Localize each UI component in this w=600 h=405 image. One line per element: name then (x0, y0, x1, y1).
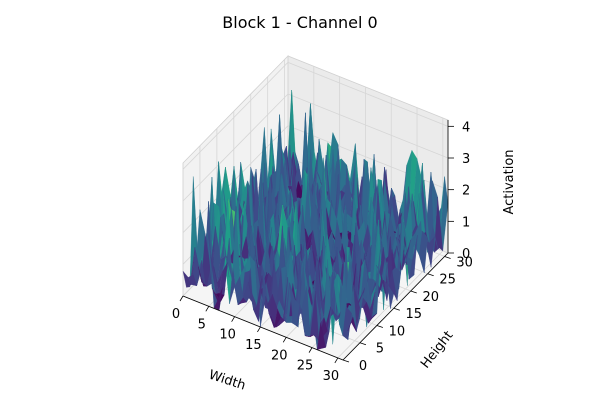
x-tick-mark (334, 357, 339, 364)
x-tick-mark (231, 316, 235, 322)
y-tick-label: 0 (359, 359, 367, 374)
x-tick-mark (205, 306, 210, 312)
surface-patch (188, 274, 197, 287)
y-tick-label: 5 (376, 342, 384, 357)
y-tick-label: 20 (422, 290, 439, 305)
z-grid-line (287, 61, 449, 127)
x-tick-label: 15 (245, 338, 262, 353)
surface-patch (237, 297, 247, 306)
surface-patch (347, 316, 357, 332)
surface-patch (378, 276, 388, 301)
y-axis-label: Height (418, 328, 456, 371)
surface-patch (425, 236, 435, 268)
surface-patch (198, 266, 208, 287)
z-grid-line (182, 62, 289, 170)
y-tick-mark (342, 359, 350, 363)
x-tick-mark (308, 347, 313, 353)
y-tick-label: 25 (439, 273, 456, 288)
y-tick-mark (444, 256, 451, 259)
z-tick-label: 4 (462, 120, 470, 135)
surface-patch (253, 275, 263, 322)
x-tick-label: 20 (271, 348, 288, 363)
surface-patch (388, 271, 398, 301)
x-axis-label: Width (207, 368, 248, 394)
z-axis-label: Activation (502, 149, 517, 214)
x-tick-mark (282, 337, 287, 343)
x-tick-label: 0 (172, 307, 180, 322)
z-tick-label: 0 (462, 247, 470, 262)
surface-patch (342, 305, 352, 340)
y-tick-mark (427, 273, 434, 277)
surface-patch (418, 230, 428, 274)
x-tick-label: 25 (297, 359, 314, 374)
z-grid-line (182, 93, 289, 202)
chart-title: Block 1 - Channel 0 (222, 13, 377, 32)
z-tick-label: 1 (462, 215, 470, 230)
x-tick-label: 30 (323, 369, 340, 384)
surface-patch (408, 235, 418, 280)
y-tick-mark (359, 342, 367, 346)
y-tick-mark (410, 290, 417, 294)
surface-patch (270, 315, 280, 328)
x-tick-mark (257, 326, 261, 333)
z-grid-line (287, 93, 449, 159)
y-tick-label: 15 (406, 307, 423, 322)
x-tick-label: 10 (219, 328, 236, 343)
y-tick-label: 30 (456, 255, 473, 270)
surface-patch (317, 322, 326, 350)
surface-mesh (182, 89, 449, 350)
y-tick-mark (393, 307, 400, 311)
surface-patch (368, 313, 378, 324)
y-tick-mark (376, 325, 383, 328)
x-tick-label: 5 (198, 317, 206, 332)
y-axis-line (342, 252, 449, 361)
surface-patch (434, 197, 443, 253)
z-tick-label: 2 (462, 184, 470, 199)
z-tick-label: 3 (462, 152, 470, 167)
x-tick-mark (179, 295, 184, 302)
surface-patch (305, 334, 314, 337)
surface-patch (212, 288, 222, 302)
y-tick-label: 10 (389, 324, 406, 339)
x-axis-line (182, 295, 344, 361)
